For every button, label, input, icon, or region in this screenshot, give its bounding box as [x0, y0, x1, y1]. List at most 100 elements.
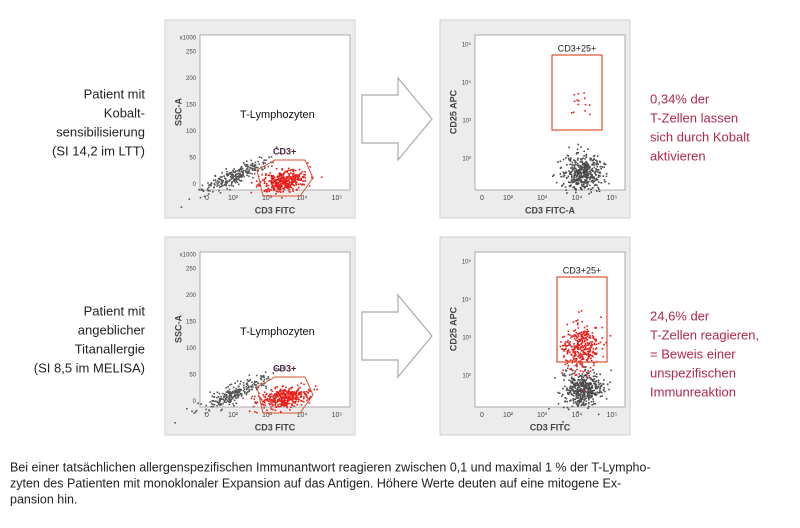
- dot: [576, 391, 578, 393]
- dot: [216, 404, 218, 407]
- dot: [291, 175, 294, 177]
- dot: [570, 111, 573, 114]
- dot: [586, 391, 588, 394]
- dot: [270, 189, 273, 191]
- x-tick-label: 10³: [537, 412, 548, 419]
- dot: [567, 389, 570, 392]
- dot: [290, 406, 292, 408]
- dot: [574, 180, 576, 183]
- dot: [268, 190, 270, 193]
- x-tick-label: 10⁴: [572, 195, 583, 202]
- dot: [274, 387, 276, 390]
- dot: [575, 402, 578, 405]
- dot: [253, 398, 256, 400]
- dot: [292, 170, 295, 173]
- dot: [219, 403, 222, 405]
- dot: [577, 182, 580, 185]
- dot: [242, 174, 244, 176]
- dot: [557, 161, 559, 163]
- dot: [577, 152, 579, 154]
- dot: [193, 412, 195, 414]
- patient-label: sensibilisierung: [56, 124, 145, 139]
- dot: [592, 170, 594, 172]
- dot: [577, 405, 580, 407]
- dot: [587, 383, 590, 386]
- dot: [282, 391, 284, 393]
- dot: [255, 386, 257, 389]
- dot: [294, 398, 296, 400]
- dot: [216, 183, 218, 185]
- dot: [583, 167, 585, 169]
- dot: [279, 152, 282, 154]
- dot: [596, 387, 598, 390]
- dot: [575, 320, 577, 322]
- dot: [263, 395, 265, 398]
- dot: [590, 346, 593, 349]
- dot: [586, 376, 588, 379]
- dot: [287, 393, 290, 396]
- dot: [287, 398, 289, 401]
- dot: [232, 177, 234, 179]
- dot: [566, 323, 568, 326]
- dot: [288, 398, 291, 401]
- dot: [239, 180, 242, 182]
- y-tick-label: 10⁴: [462, 297, 472, 304]
- population-label: T-Lymphozyten: [240, 326, 315, 338]
- dot: [580, 375, 582, 377]
- dot: [584, 368, 586, 371]
- dot: [593, 172, 596, 174]
- dot: [297, 389, 299, 391]
- dot: [580, 404, 583, 407]
- dot: [582, 388, 585, 390]
- dot: [589, 157, 592, 160]
- dot: [277, 403, 279, 406]
- dot: [573, 186, 576, 188]
- dot: [241, 170, 243, 172]
- dot: [242, 386, 245, 389]
- dot: [579, 172, 582, 175]
- dot: [566, 164, 568, 166]
- dot: [279, 181, 281, 184]
- dot: [303, 391, 306, 393]
- dot: [598, 190, 601, 193]
- dot: [289, 185, 291, 188]
- dot: [303, 175, 305, 178]
- dot: [221, 179, 223, 182]
- dot: [316, 388, 318, 391]
- dot: [264, 189, 266, 192]
- dot: [249, 166, 252, 169]
- dot: [282, 397, 285, 399]
- dot: [286, 176, 288, 178]
- dot: [570, 171, 573, 173]
- dot: [574, 372, 576, 374]
- dot: [218, 403, 220, 405]
- y-tick-label: 0: [193, 399, 197, 405]
- dot: [609, 381, 611, 384]
- dot: [254, 395, 256, 398]
- dot: [603, 387, 605, 389]
- y-tick-label: 10²: [462, 157, 471, 163]
- dot: [584, 164, 586, 167]
- dot: [276, 386, 278, 388]
- dot: [574, 352, 576, 354]
- x-tick-label: 10⁵: [607, 195, 618, 202]
- dot: [293, 177, 296, 180]
- dot: [578, 176, 581, 178]
- dot: [298, 398, 301, 401]
- dot: [590, 191, 592, 193]
- dot: [297, 384, 299, 387]
- dot: [251, 167, 254, 170]
- dot: [279, 388, 282, 391]
- dot: [575, 346, 577, 348]
- dot: [300, 396, 302, 398]
- dot: [264, 393, 267, 396]
- dot: [306, 396, 308, 399]
- dot: [276, 181, 278, 184]
- dot: [585, 386, 587, 388]
- dot: [572, 378, 575, 380]
- dot: [580, 396, 582, 398]
- dot: [570, 353, 572, 355]
- dot: [562, 175, 565, 178]
- dot: [588, 176, 590, 179]
- dot: [295, 174, 298, 176]
